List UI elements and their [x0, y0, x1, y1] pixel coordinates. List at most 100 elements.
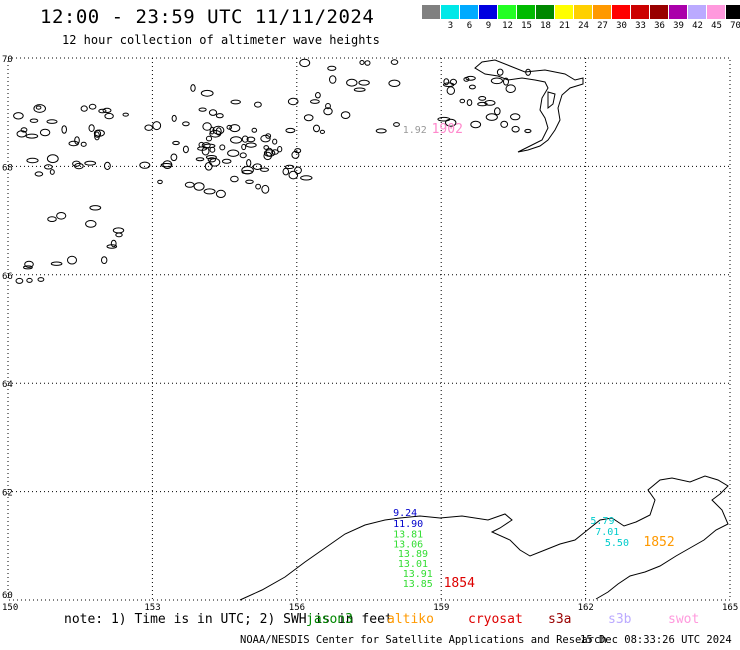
ice-contour [525, 68, 531, 76]
ice-contour [443, 78, 450, 86]
ice-contour [282, 167, 290, 176]
coastline-south [239, 475, 729, 601]
ice-contour [239, 152, 247, 159]
satellite-legend-item: swot [668, 612, 700, 627]
ice-contour [260, 167, 269, 172]
observation-label: 1852 [643, 535, 674, 550]
ice-contour [390, 59, 399, 65]
ice-contour [375, 128, 387, 134]
coastline [239, 59, 729, 601]
bay-inlet [547, 91, 556, 110]
colorbar-swatch [517, 5, 536, 19]
ice-contour [465, 75, 476, 81]
ice-contour [241, 135, 249, 143]
ice-contour [254, 101, 262, 108]
ice-contour [230, 136, 243, 144]
ice-contour [182, 121, 190, 127]
lat-tick-label: 62 [2, 489, 13, 499]
ice-contour [200, 89, 214, 97]
ice-contour [353, 87, 366, 92]
colorbar-swatch [460, 5, 479, 19]
ice-contour [323, 107, 333, 116]
ice-contour [195, 157, 205, 162]
colorbar-label: 33 [635, 21, 646, 31]
ice-contour [212, 125, 225, 135]
ice-contour [88, 124, 95, 133]
observation-label: 5.50 [605, 538, 629, 549]
ice-contour [466, 99, 473, 107]
ice-contour [263, 151, 273, 161]
ice-contour [285, 127, 296, 134]
satellite-legend-item: s3b [608, 612, 632, 627]
observation-label: 13.01 [398, 559, 428, 570]
colorbar-swatch [650, 5, 669, 19]
ice-contour [229, 124, 241, 133]
ice-contour [49, 169, 55, 175]
colorbar-label: 12 [502, 21, 513, 31]
observation-label: 9.24 [393, 508, 417, 519]
ice-contour [325, 103, 331, 110]
observation-label: 1902 [432, 122, 463, 137]
ice-contour [67, 255, 77, 265]
ice-contour [226, 124, 233, 130]
lat-tick-label: 68 [2, 163, 13, 173]
ice-contour [445, 118, 457, 127]
colorbar-label: 18 [540, 21, 551, 31]
colorbar-swatch [688, 5, 707, 19]
ice-contour [15, 277, 24, 284]
ice-contour [26, 157, 39, 164]
satellite-legend-item: jason3 [306, 612, 353, 627]
ice-contour [485, 113, 498, 121]
ice-contour [287, 97, 299, 106]
colorbar-swatch [669, 5, 688, 19]
ice-contour [37, 277, 45, 282]
colorbar-swatch [574, 5, 593, 19]
ice-contour [255, 183, 262, 190]
ice-contour [246, 159, 252, 167]
ice-contour [346, 78, 358, 87]
colorbar-label: 15 [521, 21, 532, 31]
satellite-legend-item: altiko [387, 612, 434, 627]
colorbar-label: 30 [616, 21, 627, 31]
ice-contour [24, 260, 34, 268]
ice-contour [198, 107, 207, 112]
ice-contour [152, 121, 162, 131]
ice-contour [263, 145, 270, 150]
ice-contour [364, 60, 371, 66]
ice-contour [246, 136, 256, 143]
ice-contour [39, 128, 51, 137]
colorbar-label: 45 [711, 21, 722, 31]
ice-contour [162, 160, 173, 170]
observation-labels: 1.92 19029.2411.9013.8113.0613.8913.0113.… [393, 122, 675, 591]
ice-contour [46, 119, 58, 124]
lon-tick-label: 159 [433, 603, 449, 613]
lat-tick-label: 64 [2, 380, 13, 390]
ice-contour [171, 114, 177, 122]
ice-contour [388, 79, 401, 88]
ice-contour [89, 205, 102, 211]
ice-contour [44, 164, 53, 170]
ice-contour [115, 232, 123, 238]
ice-contour [468, 84, 476, 90]
ice-contour [510, 113, 521, 121]
ice-contour [500, 120, 509, 128]
ice-contour [524, 128, 532, 134]
ice-contour [104, 112, 114, 120]
ice-contour [310, 99, 320, 104]
observation-label: 13.85 [403, 579, 433, 590]
observation-label: 13.91 [403, 569, 433, 580]
colorbar-label: 27 [597, 21, 608, 31]
ice-contour [241, 143, 247, 151]
satellite-legend-item: s3a [548, 612, 572, 627]
ice-contour [288, 170, 299, 180]
satellite-legend-item: cryosat [468, 612, 523, 627]
ice-contour [470, 120, 482, 129]
observation-label: 7.01 [595, 527, 619, 538]
map-title: 12:00 - 23:59 UTC 11/11/2024 [40, 6, 375, 28]
ice-contour [85, 220, 97, 228]
colorbar-label: 9 [485, 21, 492, 31]
ice-contour [230, 175, 239, 183]
ice-contour [443, 82, 455, 87]
